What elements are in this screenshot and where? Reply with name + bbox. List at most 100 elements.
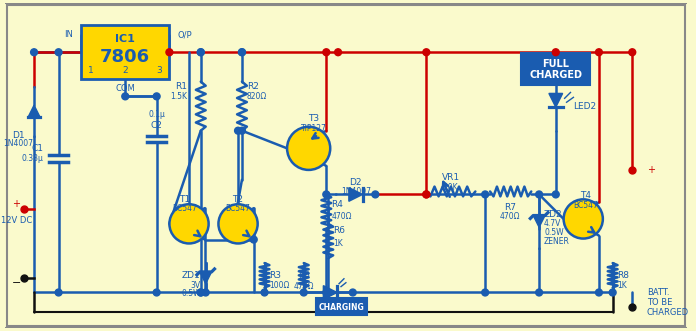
Text: 1: 1 bbox=[88, 67, 94, 75]
Text: 2: 2 bbox=[122, 67, 128, 75]
Text: 0.5W: 0.5W bbox=[544, 228, 564, 237]
Text: 470Ω: 470Ω bbox=[500, 213, 520, 221]
Circle shape bbox=[536, 191, 543, 198]
Circle shape bbox=[323, 289, 330, 296]
Circle shape bbox=[335, 49, 342, 56]
Circle shape bbox=[325, 289, 332, 296]
Text: CHARGED: CHARGED bbox=[647, 307, 689, 317]
Circle shape bbox=[239, 49, 246, 56]
Circle shape bbox=[609, 289, 616, 296]
Circle shape bbox=[349, 289, 356, 296]
Text: −: − bbox=[12, 278, 21, 288]
FancyBboxPatch shape bbox=[81, 25, 169, 79]
Text: LED2: LED2 bbox=[574, 102, 596, 111]
Text: 1K: 1K bbox=[617, 281, 627, 290]
Text: TIP127: TIP127 bbox=[301, 124, 326, 133]
Circle shape bbox=[203, 289, 209, 296]
Text: VR1: VR1 bbox=[442, 173, 460, 182]
Circle shape bbox=[423, 191, 429, 198]
Polygon shape bbox=[324, 286, 337, 299]
Circle shape bbox=[261, 289, 268, 296]
Text: +: + bbox=[13, 199, 20, 209]
Text: BATT.: BATT. bbox=[647, 288, 670, 297]
Polygon shape bbox=[200, 272, 212, 284]
Circle shape bbox=[628, 49, 635, 56]
Text: ZD2: ZD2 bbox=[544, 210, 562, 218]
Circle shape bbox=[198, 289, 204, 296]
Text: BC547: BC547 bbox=[573, 201, 598, 210]
Text: R6: R6 bbox=[333, 226, 345, 235]
Circle shape bbox=[239, 127, 246, 134]
Text: O/P: O/P bbox=[177, 30, 192, 39]
Text: +: + bbox=[647, 165, 655, 175]
Text: ZD1: ZD1 bbox=[182, 271, 200, 280]
Text: T4: T4 bbox=[580, 191, 591, 200]
Text: R7: R7 bbox=[504, 203, 516, 212]
Circle shape bbox=[198, 49, 204, 56]
FancyBboxPatch shape bbox=[6, 5, 686, 326]
Circle shape bbox=[31, 49, 38, 56]
Text: R2: R2 bbox=[247, 82, 259, 91]
Text: 0.1μ: 0.1μ bbox=[148, 110, 165, 118]
Circle shape bbox=[169, 204, 209, 244]
Circle shape bbox=[251, 236, 257, 243]
Polygon shape bbox=[28, 105, 40, 117]
Circle shape bbox=[55, 49, 62, 56]
Circle shape bbox=[372, 191, 379, 198]
Text: D1: D1 bbox=[12, 131, 24, 140]
Circle shape bbox=[153, 93, 160, 100]
Circle shape bbox=[235, 127, 242, 134]
Circle shape bbox=[287, 127, 330, 170]
Text: 1.5K: 1.5K bbox=[170, 92, 187, 101]
Text: 10K: 10K bbox=[443, 183, 458, 192]
Circle shape bbox=[198, 289, 204, 296]
Circle shape bbox=[122, 93, 129, 100]
Text: C2: C2 bbox=[151, 121, 163, 130]
Text: R1: R1 bbox=[175, 82, 187, 91]
Text: 820Ω: 820Ω bbox=[247, 92, 267, 101]
Polygon shape bbox=[549, 93, 562, 107]
Text: C1: C1 bbox=[32, 144, 44, 153]
Circle shape bbox=[153, 289, 160, 296]
Text: 3: 3 bbox=[157, 67, 162, 75]
Text: TO BE: TO BE bbox=[647, 298, 672, 307]
Text: IC1: IC1 bbox=[116, 33, 135, 43]
Polygon shape bbox=[533, 215, 545, 227]
Text: T2: T2 bbox=[232, 195, 244, 204]
FancyBboxPatch shape bbox=[521, 53, 590, 85]
Text: BC547: BC547 bbox=[173, 204, 198, 213]
Text: 0.5W: 0.5W bbox=[181, 289, 200, 298]
Text: R4: R4 bbox=[331, 200, 343, 209]
Text: COM: COM bbox=[116, 84, 135, 93]
Text: BC547: BC547 bbox=[226, 204, 251, 213]
FancyBboxPatch shape bbox=[315, 298, 367, 315]
Circle shape bbox=[219, 204, 258, 244]
Text: 4.7V: 4.7V bbox=[544, 219, 562, 228]
Circle shape bbox=[596, 49, 602, 56]
Polygon shape bbox=[349, 188, 363, 201]
Circle shape bbox=[536, 289, 543, 296]
Circle shape bbox=[198, 49, 204, 56]
Text: 12V DC: 12V DC bbox=[1, 216, 32, 225]
Circle shape bbox=[482, 191, 489, 198]
Text: R5: R5 bbox=[298, 271, 310, 280]
Circle shape bbox=[564, 199, 603, 239]
Text: D2: D2 bbox=[349, 178, 362, 187]
Circle shape bbox=[323, 49, 330, 56]
Circle shape bbox=[239, 49, 246, 56]
Circle shape bbox=[553, 49, 559, 56]
Circle shape bbox=[300, 289, 307, 296]
Text: 470Ω: 470Ω bbox=[331, 213, 351, 221]
Circle shape bbox=[55, 289, 62, 296]
Circle shape bbox=[553, 191, 559, 198]
Text: IN: IN bbox=[65, 30, 73, 39]
Text: R8: R8 bbox=[617, 271, 630, 280]
Text: T3: T3 bbox=[308, 115, 319, 123]
Text: FULL: FULL bbox=[542, 59, 569, 69]
Circle shape bbox=[323, 191, 330, 198]
Text: CHARGING: CHARGING bbox=[318, 303, 364, 312]
Text: 100Ω: 100Ω bbox=[269, 281, 290, 290]
Text: 0.33μ: 0.33μ bbox=[22, 154, 44, 163]
Text: ZENER: ZENER bbox=[544, 237, 570, 246]
Circle shape bbox=[596, 289, 602, 296]
